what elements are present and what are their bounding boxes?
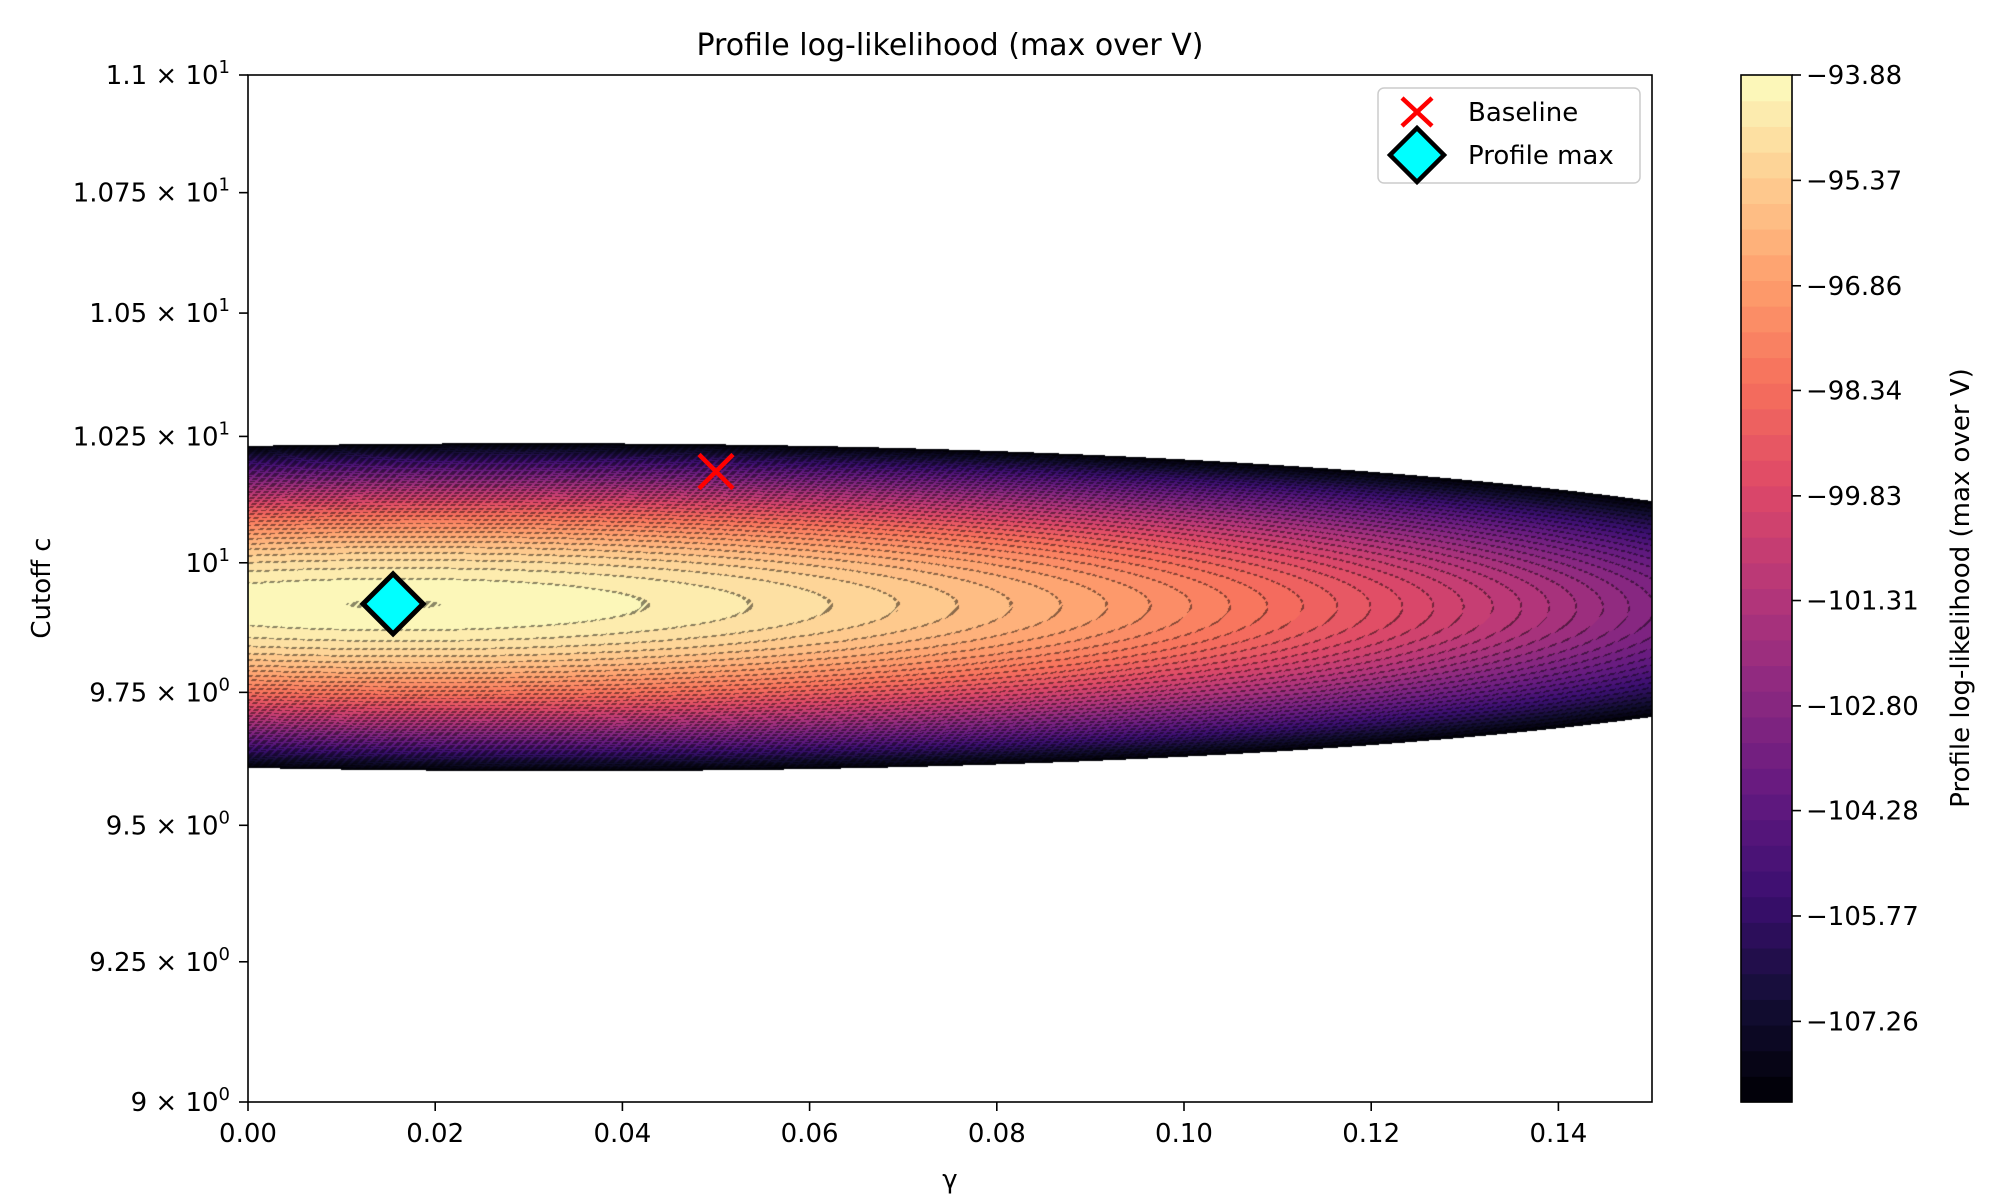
colorbar: −93.88 −95.37 −96.86 −98.34 −99.83 −101.31 −10… — [1740, 61, 1976, 1103]
colorbar-band — [1741, 845, 1792, 872]
x-axis-label: γ — [942, 1165, 957, 1195]
colorbar-band — [1741, 793, 1792, 821]
y-tick-label: 1.1 × 101 — [106, 57, 230, 91]
colorbar-band — [1741, 100, 1792, 127]
colorbar-tick-label: −98.34 — [1806, 376, 1902, 406]
colorbar-band — [1741, 280, 1792, 307]
y-tick-label: 9.5 × 100 — [106, 807, 230, 841]
colorbar-tick-label: −104.28 — [1806, 797, 1919, 827]
colorbar-band — [1741, 1076, 1792, 1103]
colorbar-band — [1741, 588, 1792, 615]
contour-surface — [248, 75, 1652, 1102]
colorbar-tick-label: −105.77 — [1806, 902, 1919, 932]
x-tick-label: 0.14 — [1529, 1119, 1587, 1149]
plot-frame — [247, 74, 1653, 1103]
y-tick-label: 101 — [185, 545, 230, 579]
colorbar-band — [1741, 331, 1792, 359]
colorbar-band — [1741, 896, 1792, 923]
colorbar-band — [1741, 177, 1792, 204]
colorbar-tick-label: −102.80 — [1806, 692, 1919, 722]
colorbar-band — [1741, 870, 1792, 898]
colorbar-band — [1741, 75, 1792, 102]
colorbar-band — [1741, 357, 1792, 384]
colorbar-band — [1741, 614, 1792, 641]
colorbar-band — [1741, 922, 1792, 949]
colorbar-band — [1741, 203, 1792, 230]
colorbar-ticks: −93.88 −95.37 −96.86 −98.34 −99.83 −101.31 −10… — [1792, 61, 1919, 1037]
colorbar-band — [1741, 691, 1792, 718]
colorbar-band — [1741, 562, 1792, 590]
colorbar-band — [1741, 716, 1792, 744]
colorbar-label: Profile log-likelihood (max over V) — [1946, 368, 1976, 807]
colorbar-band — [1741, 999, 1792, 1026]
colorbar-band — [1741, 511, 1792, 538]
y-axis-label: Cutoff c — [27, 537, 57, 638]
colorbar-band — [1741, 1050, 1792, 1077]
legend-label-profile-max: Profile max — [1468, 141, 1614, 171]
colorbar-frame — [1740, 74, 1793, 1103]
colorbar-band — [1741, 665, 1792, 692]
colorbar-band — [1741, 768, 1792, 795]
colorbar-band — [1741, 434, 1792, 461]
y-tick-label: 9.75 × 100 — [89, 674, 230, 708]
x-tick-label: 0.06 — [781, 1119, 839, 1149]
x-axis: 0.00 0.02 0.04 0.06 0.08 0.10 0.12 0.14 — [219, 1102, 1587, 1149]
baseline-marker — [697, 452, 735, 491]
colorbar-band — [1741, 1024, 1792, 1052]
colorbar-bands — [1741, 75, 1792, 1103]
colorbar-band — [1741, 254, 1792, 281]
colorbar-band — [1741, 947, 1792, 975]
colorbar-band — [1741, 383, 1792, 410]
legend: Baseline Profile max — [1377, 87, 1641, 186]
colorbar-tick-label: −95.37 — [1806, 166, 1902, 196]
colorbar-tick-label: −101.31 — [1806, 587, 1919, 617]
marker-layer — [359, 452, 735, 638]
chart-title: Profile log-likelihood (max over V) — [696, 28, 1203, 63]
x-tick-label: 0.00 — [219, 1119, 277, 1149]
plot-area — [247, 74, 1653, 1103]
x-tick-label: 0.02 — [406, 1119, 464, 1149]
y-tick-label: 9 × 100 — [131, 1084, 230, 1118]
colorbar-band — [1741, 306, 1792, 333]
profile-max-marker — [359, 570, 427, 638]
y-tick-label: 9.25 × 100 — [89, 944, 230, 978]
y-tick-label: 1.05 × 101 — [89, 295, 230, 329]
colorbar-band — [1741, 408, 1792, 436]
colorbar-band — [1741, 485, 1792, 513]
x-tick-label: 0.04 — [593, 1119, 651, 1149]
legend-baseline-x-icon — [1400, 96, 1434, 128]
colorbar-band — [1741, 742, 1792, 769]
colorbar-band — [1741, 537, 1792, 564]
colorbar-tick-label: −96.86 — [1806, 272, 1902, 302]
legend-box — [1377, 87, 1641, 184]
colorbar-band — [1741, 639, 1792, 667]
y-tick-label: 1.075 × 101 — [73, 175, 230, 209]
colorbar-band — [1741, 460, 1792, 487]
y-axis: 9 × 100 9.25 × 100 9.5 × 100 9.75 × 100 101 1… — [73, 57, 248, 1118]
legend-label-baseline: Baseline — [1468, 98, 1578, 128]
x-tick-label: 0.12 — [1342, 1119, 1400, 1149]
colorbar-tick-label: −99.83 — [1806, 482, 1902, 512]
colorbar-band — [1741, 973, 1792, 1000]
colorbar-band — [1741, 152, 1792, 179]
legend-diamond-icon — [1386, 124, 1448, 186]
y-tick-label: 1.025 × 101 — [73, 418, 230, 452]
colorbar-band — [1741, 819, 1792, 846]
x-tick-label: 0.10 — [1155, 1119, 1213, 1149]
colorbar-tick-label: −107.26 — [1806, 1007, 1919, 1037]
x-tick-label: 0.08 — [968, 1119, 1026, 1149]
colorbar-band — [1741, 229, 1792, 256]
colorbar-tick-label: −93.88 — [1806, 61, 1902, 91]
colorbar-band — [1741, 126, 1792, 153]
